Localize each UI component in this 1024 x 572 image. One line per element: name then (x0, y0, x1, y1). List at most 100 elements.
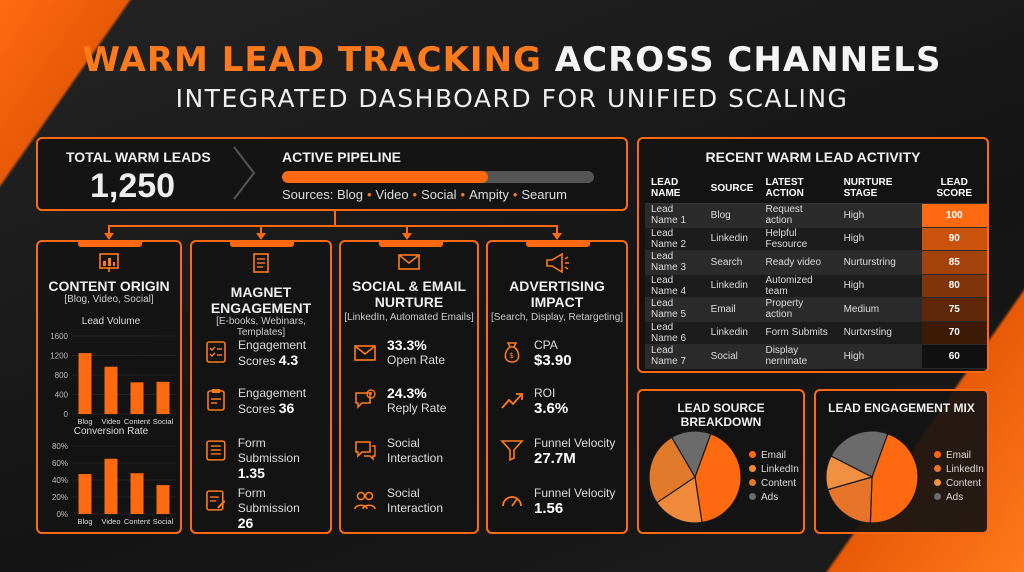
magnet-engagement-panel: MAGNET ENGAGEMENT [E-books, Webinars, Tem… (190, 240, 332, 534)
source-cell: Linkedin (704, 321, 760, 345)
action-cell: Request action (759, 203, 838, 228)
legend-item: LinkedIn (934, 463, 984, 477)
connector-line (334, 211, 336, 225)
column-header[interactable]: LEAD SCORE (921, 173, 987, 204)
lead-name-cell: Lead Name 3 (645, 250, 705, 275)
score-cell: 70 (921, 321, 987, 345)
panel-tab (78, 241, 142, 247)
lead-name-cell: Lead Name 4 (645, 274, 705, 298)
lead-name-cell: Lead Name 1 (645, 203, 705, 228)
legend-item: LinkedIn (749, 463, 799, 477)
action-cell: Property action (759, 297, 838, 322)
pie-slice (827, 476, 873, 524)
bar (156, 485, 170, 514)
column-header[interactable]: NURTURE STAGE (837, 173, 922, 204)
lead-source-pie (648, 430, 742, 524)
connector-line (406, 225, 408, 234)
legend-item: Email (934, 449, 984, 463)
table-row[interactable]: Lead Name 4 Linkedin Automized team High 80 (645, 274, 987, 298)
x-tick-label: Video (101, 517, 120, 526)
engagement-score-metric: Engagement Scores 4.3 (204, 338, 306, 369)
form-list-icon (206, 440, 226, 461)
panel-tab (379, 241, 443, 247)
arrow-down-icon (256, 233, 266, 240)
pipeline-progress-bar (282, 171, 594, 183)
recent-activity-panel: RECENT WARM LEAD ACTIVITY LEAD NAME SOURC… (637, 137, 989, 373)
legend-item: Ads (749, 491, 799, 505)
panel-tab (230, 241, 294, 247)
legend-item: Content (749, 477, 799, 491)
x-tick-label: Content (124, 417, 151, 426)
stage-cell: Nurtxrsting (837, 321, 922, 345)
table-row[interactable]: Lead Name 7 Social Display nerninate High 60 (645, 344, 987, 369)
magnet-subtitle: [E-books, Webinars, Templates] (216, 316, 306, 338)
pipeline-label: ACTIVE PIPELINE (282, 149, 402, 165)
chart-board-icon (99, 253, 119, 272)
bar (156, 381, 170, 414)
column-header[interactable]: LEAD NAME (645, 173, 705, 204)
x-tick-label: Video (101, 417, 120, 426)
table-row[interactable]: Lead Name 6 Linkedin Form Submits Nurtxrsti… (645, 321, 987, 345)
social-interaction-metric: Social Interaction (353, 486, 443, 516)
table-row[interactable]: Lead Name 1 Blog Request action High 100 (645, 203, 987, 228)
pipeline-progress-fill (282, 171, 488, 183)
y-tick-label: 0% (56, 510, 68, 519)
source-cell: Blog (704, 203, 760, 228)
arrow-down-icon (104, 233, 114, 240)
legend-swatch (934, 451, 941, 458)
legend-label: Content (761, 478, 797, 489)
connector-line (108, 225, 110, 234)
source-cell: Linkedin (704, 274, 760, 298)
y-tick-label: 60% (52, 459, 68, 468)
bar (130, 382, 144, 414)
legend-label: Content (946, 478, 982, 489)
score-cell: 90 (921, 227, 987, 251)
source-cell: Search (704, 250, 760, 275)
legend-item: Ads (934, 491, 984, 505)
column-header[interactable]: SOURCE (704, 173, 760, 204)
action-cell: Ready video (759, 250, 838, 275)
checklist-icon (206, 341, 226, 363)
stage-cell: Nurturstring (837, 250, 922, 275)
pie-slice (830, 430, 889, 478)
lead-name-cell: Lead Name 2 (645, 227, 705, 251)
legend-swatch (749, 479, 756, 486)
pipeline-sources: Sources: Blog • Video • Social • Ampity • Searum (282, 187, 567, 202)
pie-slice (869, 433, 919, 524)
table-row[interactable]: Lead Name 5 Email Property action Medium 75 (645, 297, 987, 322)
column-header[interactable]: LATEST ACTION (759, 173, 838, 204)
table-row[interactable]: Lead Name 3 Search Ready video Nurturstring… (645, 250, 987, 275)
advertising-panel: ADVERTISING IMPACT [Search, Display, Reta… (486, 240, 628, 534)
bar (104, 458, 118, 514)
chevron-right-icon (233, 146, 256, 200)
x-tick-label: Content (124, 517, 151, 526)
chat-alert-icon (355, 389, 376, 409)
lead-name-cell: Lead Name 6 (645, 321, 705, 345)
score-cell: 100 (921, 203, 987, 228)
y-tick-label: 1600 (50, 332, 68, 341)
legend-label: Email (946, 450, 972, 461)
arrow-down-icon (402, 233, 412, 240)
stage-cell: High (837, 344, 922, 369)
x-tick-label: Social (153, 517, 174, 526)
pipeline-source: Blog (336, 187, 363, 202)
stage-cell: Medium (837, 297, 922, 322)
legend-label: Email (761, 450, 787, 461)
table-row[interactable]: Lead Name 2 Linkedin Helpful Fesource High 9… (645, 227, 987, 251)
money-bag-icon: $ (504, 342, 520, 363)
reply-rate-metric: 24.3% Reply Rate (353, 386, 446, 416)
connector-line (556, 225, 558, 234)
document-icon (253, 253, 269, 273)
action-cell: Helpful Fesource (759, 227, 838, 251)
engagement-mix-legend: Email LinkedIn Content Ads (934, 449, 984, 505)
pipeline-source: Searum (521, 187, 567, 202)
roi-metric: ROI 3.6% (500, 386, 568, 416)
x-tick-label: Blog (77, 417, 92, 426)
bar (78, 353, 92, 414)
clipboard-icon (207, 389, 225, 411)
stage-cell: High (837, 227, 922, 251)
arrow-down-icon (552, 233, 562, 240)
cpa-metric: $ CPA $3.90 (500, 338, 572, 368)
kpi-panel: TOTAL WARM LEADS 1,250 ACTIVE PIPELINE S… (36, 137, 628, 211)
connector-line (260, 225, 262, 234)
